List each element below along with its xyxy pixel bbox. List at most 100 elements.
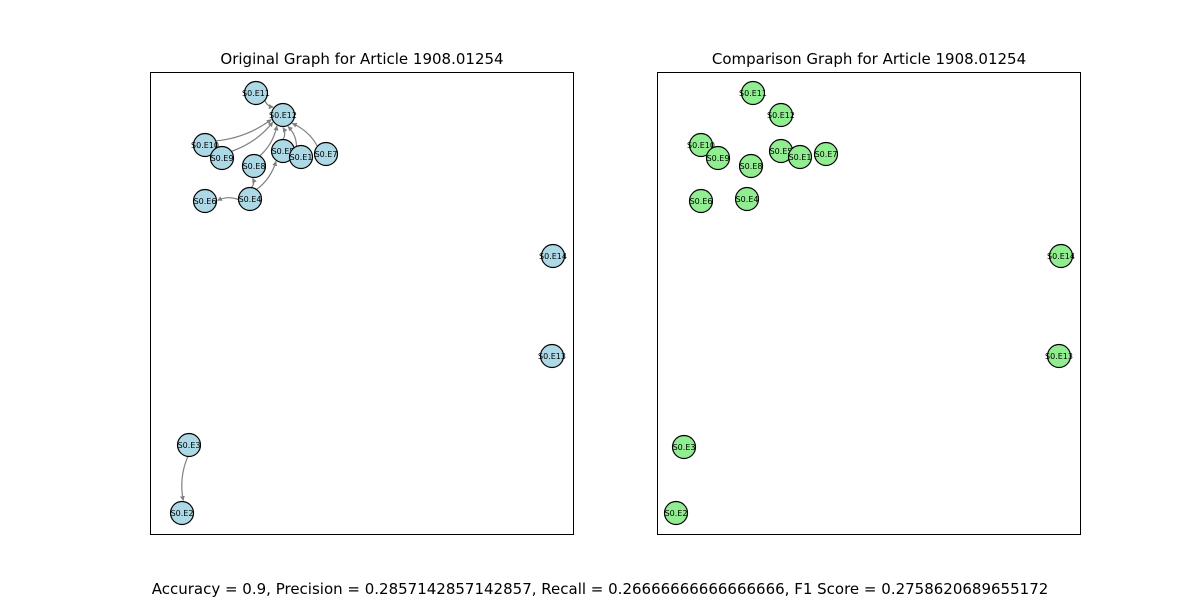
edge-s0-e5-to-s0-e12 — [282, 127, 288, 140]
node-s0-e11: S0.E11 — [739, 80, 767, 106]
node-circle — [241, 153, 267, 179]
node-s0-e14: S0.E14 — [1047, 243, 1075, 269]
node-label: S0.E13 — [1045, 352, 1073, 361]
edge-group-original — [179, 100, 319, 502]
node-s0-e6: S0.E6 — [688, 188, 714, 214]
node-circle — [1048, 243, 1074, 269]
node-s0-e7: S0.E7 — [313, 141, 339, 167]
node-s0-e10: S0.E10 — [687, 132, 715, 158]
node-s0-e8: S0.E8 — [241, 153, 267, 179]
node-s0-e6: S0.E6 — [192, 188, 218, 214]
node-circle — [169, 500, 195, 526]
node-s0-e8: S0.E8 — [738, 153, 764, 179]
edge-s0-e7-to-s0-e12 — [291, 122, 319, 147]
edge-s0-e10-to-s0-e12 — [215, 119, 272, 142]
node-circle — [663, 500, 689, 526]
node-label: S0.E8 — [243, 162, 266, 171]
node-s0-e1: S0.E1 — [288, 144, 314, 170]
panel-title-original: Original Graph for Article 1908.01254 — [220, 50, 504, 68]
node-circle — [243, 80, 269, 106]
node-label: S0.E9 — [211, 154, 234, 163]
node-circle — [288, 144, 314, 170]
node-circle — [270, 102, 296, 128]
edge-s0-e3-to-s0-e2 — [179, 456, 189, 502]
edge-s0-e1-to-s0-e12 — [287, 126, 298, 147]
node-s0-e3: S0.E3 — [176, 432, 202, 458]
node-label: S0.E6 — [194, 197, 217, 206]
node-circle — [313, 141, 339, 167]
node-circle — [705, 145, 731, 171]
node-s0-e2: S0.E2 — [169, 500, 195, 526]
panel-frame-comparison — [657, 72, 1081, 535]
node-circle — [540, 243, 566, 269]
node-label: S0.E12 — [767, 111, 795, 120]
node-circle — [209, 145, 235, 171]
node-circle — [1046, 343, 1072, 369]
node-circle — [787, 144, 813, 170]
node-label: S0.E8 — [740, 162, 763, 171]
edge-s0-e4-to-s0-e5 — [256, 160, 278, 191]
edge-s0-e9-to-s0-e12 — [231, 121, 274, 152]
node-s0-e9: S0.E9 — [209, 145, 235, 171]
node-circle — [539, 343, 565, 369]
metrics-summary: Accuracy = 0.9, Precision = 0.2857142857… — [151, 580, 1049, 598]
node-label: S0.E5 — [770, 147, 793, 156]
node-s0-e10: S0.E10 — [191, 132, 219, 158]
node-s0-e4: S0.E4 — [734, 186, 760, 212]
node-circle — [768, 102, 794, 128]
node-s0-e12: S0.E12 — [767, 102, 795, 128]
node-s0-e13: S0.E13 — [538, 343, 566, 369]
node-circle — [688, 132, 714, 158]
node-label: S0.E1 — [290, 153, 313, 162]
node-circle — [176, 432, 202, 458]
node-label: S0.E3 — [673, 443, 696, 452]
node-circle — [738, 153, 764, 179]
node-label: S0.E1 — [789, 153, 812, 162]
node-label: S0.E13 — [538, 352, 566, 361]
node-label: S0.E11 — [739, 89, 767, 98]
node-s0-e14: S0.E14 — [539, 243, 567, 269]
node-circle — [237, 186, 263, 212]
node-label: S0.E10 — [687, 141, 715, 150]
node-s0-e2: S0.E2 — [663, 500, 689, 526]
edge-s0-e4-to-s0-e8 — [250, 177, 257, 188]
node-s0-e12: S0.E12 — [269, 102, 297, 128]
node-circle — [192, 132, 218, 158]
node-label: S0.E2 — [665, 509, 688, 518]
node-circle — [688, 188, 714, 214]
node-label: S0.E12 — [269, 111, 297, 120]
node-s0-e7: S0.E7 — [813, 141, 839, 167]
node-label: S0.E4 — [239, 195, 262, 204]
node-label: S0.E4 — [736, 195, 759, 204]
node-label: S0.E5 — [272, 147, 295, 156]
node-label: S0.E7 — [315, 150, 338, 159]
node-s0-e1: S0.E1 — [787, 144, 813, 170]
node-label: S0.E3 — [178, 441, 201, 450]
node-label: S0.E10 — [191, 141, 219, 150]
node-label: S0.E14 — [1047, 252, 1075, 261]
edge-s0-e4-to-s0-e6 — [217, 196, 239, 201]
node-s0-e4: S0.E4 — [237, 186, 263, 212]
node-s0-e3: S0.E3 — [671, 434, 697, 460]
node-label: S0.E7 — [815, 150, 838, 159]
node-label: S0.E14 — [539, 252, 567, 261]
node-circle — [734, 186, 760, 212]
node-circle — [813, 141, 839, 167]
node-s0-e13: S0.E13 — [1045, 343, 1073, 369]
node-circle — [740, 80, 766, 106]
node-s0-e11: S0.E11 — [242, 80, 270, 106]
node-label: S0.E9 — [707, 154, 730, 163]
node-circle — [671, 434, 697, 460]
node-circle — [192, 188, 218, 214]
node-label: S0.E6 — [690, 197, 713, 206]
node-label: S0.E2 — [171, 509, 194, 518]
node-label: S0.E11 — [242, 89, 270, 98]
panel-title-comparison: Comparison Graph for Article 1908.01254 — [711, 50, 1027, 68]
edge-s0-e11-to-s0-e12 — [264, 100, 274, 110]
node-s0-e9: S0.E9 — [705, 145, 731, 171]
edge-s0-e8-to-s0-e12 — [259, 125, 279, 157]
